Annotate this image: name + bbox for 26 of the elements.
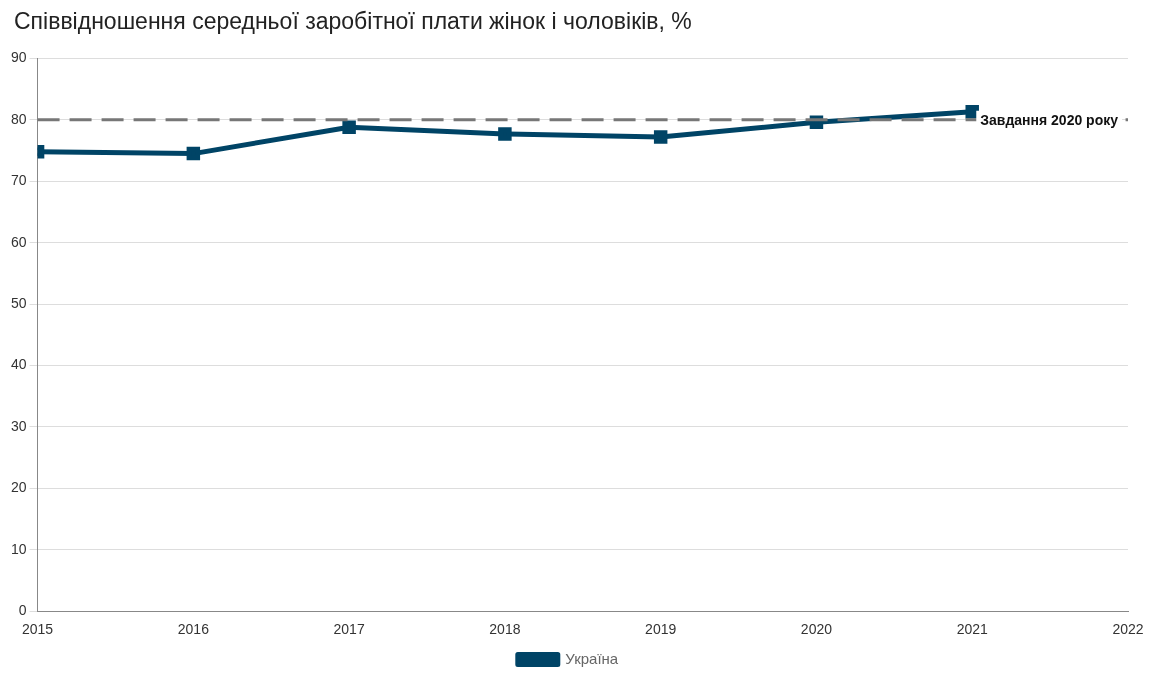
x-tick-label: 2022: [1112, 621, 1144, 638]
y-tick-label: 0: [18, 602, 27, 619]
x-tick-label: 2020: [800, 621, 833, 638]
point: [965, 105, 979, 119]
x-tick-label: 2017: [333, 621, 365, 638]
x-tick-label: 2019: [645, 621, 677, 638]
ref-line-label: Завдання 2020 року: [980, 111, 1119, 128]
point: [498, 127, 512, 141]
y-tick-label: 10: [10, 540, 27, 557]
y-tick-label: 40: [10, 356, 27, 373]
point: [186, 146, 201, 161]
y-tick-label: 60: [10, 233, 27, 250]
point: [342, 120, 356, 134]
x-tick-label: 2016: [177, 621, 210, 638]
y-tick-label: 50: [10, 294, 27, 311]
chart-title: Співвідношення середньої заробітної плати жінок і чоловіків, %: [14, 8, 693, 35]
point: [653, 130, 668, 144]
y-tick-label: 30: [10, 417, 27, 434]
y-tick-label: 20: [10, 479, 27, 496]
x-tick-label: 2021: [956, 621, 988, 638]
x-tick-label: 2018: [489, 621, 521, 638]
legend-label: Україна: [565, 649, 619, 667]
y-tick-label: 80: [10, 110, 27, 127]
y-tick-label: 70: [10, 172, 27, 189]
y-tick-label: 90: [10, 49, 27, 66]
x-tick-label: 2015: [21, 621, 54, 638]
